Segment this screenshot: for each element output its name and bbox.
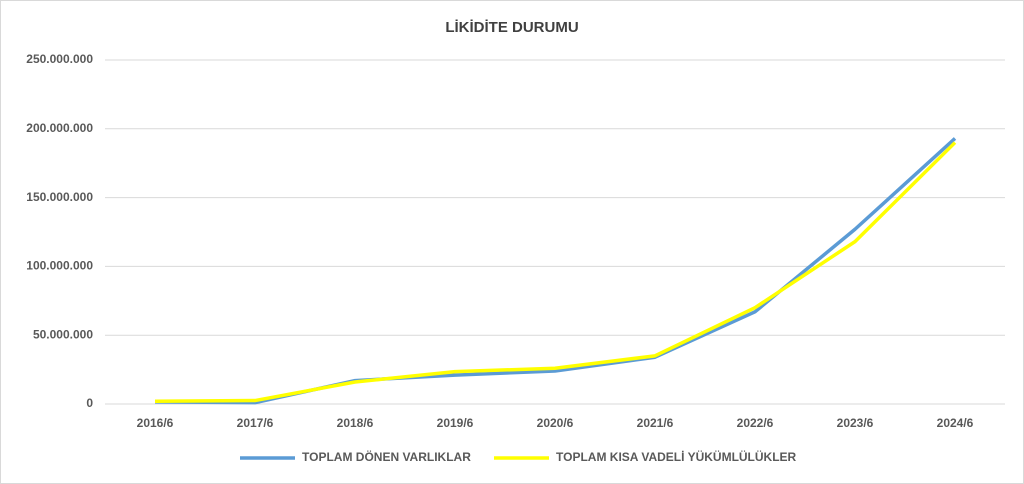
x-tick-label: 2018/6 xyxy=(337,416,374,430)
x-tick-label: 2021/6 xyxy=(637,416,674,430)
y-tick-label: 50.000.000 xyxy=(33,327,93,341)
legend-label: TOPLAM KISA VADELİ YÜKÜMLÜLÜKLER xyxy=(556,449,797,464)
x-tick-label: 2017/6 xyxy=(237,416,274,430)
x-tick-label: 2020/6 xyxy=(537,416,574,430)
x-tick-label: 2024/6 xyxy=(937,416,974,430)
chart-title: LİKİDİTE DURUMU xyxy=(445,19,578,36)
legend-label: TOPLAM DÖNEN VARLIKLAR xyxy=(302,449,471,464)
y-tick-label: 150.000.000 xyxy=(26,190,93,204)
y-tick-label: 0 xyxy=(86,396,93,410)
x-tick-label: 2022/6 xyxy=(737,416,774,430)
x-tick-label: 2016/6 xyxy=(137,416,174,430)
y-tick-label: 250.000.000 xyxy=(26,52,93,66)
series-line xyxy=(154,141,957,403)
y-tick-label: 200.000.000 xyxy=(26,121,93,135)
x-tick-label: 2019/6 xyxy=(437,416,474,430)
x-tick-label: 2023/6 xyxy=(837,416,874,430)
y-tick-label: 100.000.000 xyxy=(26,259,93,273)
